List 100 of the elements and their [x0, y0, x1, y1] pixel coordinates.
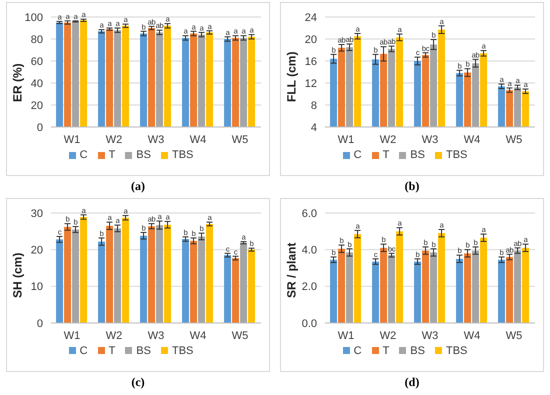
y-tick-label: 16 [304, 56, 317, 68]
y-tick-label: 4 [310, 122, 317, 134]
y-tick-label: 6.0 [302, 207, 317, 220]
bar [240, 242, 248, 322]
y-tick-label: 20 [30, 100, 43, 112]
bar [122, 217, 130, 322]
y-tick-label: 100 [24, 12, 43, 24]
bar [72, 21, 80, 127]
bar [388, 254, 396, 322]
x-tick-label: W2 [380, 329, 396, 342]
text: (d) [404, 374, 420, 390]
bar [156, 224, 164, 322]
bar [354, 234, 362, 322]
y-tick-label: 60 [30, 56, 43, 68]
x-tick-label: W2 [106, 134, 122, 146]
bar [80, 216, 88, 322]
bar [56, 238, 64, 322]
y-axis-title: SH (cm) [10, 252, 24, 298]
bar [198, 236, 206, 322]
bar [456, 258, 464, 322]
y-tick-label: 0.0 [302, 317, 317, 330]
bar [338, 248, 346, 322]
bar [480, 237, 488, 322]
x-tick-label: W4 [190, 134, 206, 146]
bar [372, 261, 380, 322]
x-tick-label: W4 [464, 134, 480, 146]
bar [506, 256, 514, 322]
x-tick-label: W4 [190, 329, 206, 342]
y-tick-label: 80 [30, 34, 43, 46]
x-tick-label: W5 [506, 329, 522, 342]
x-tick-label: W1 [64, 329, 80, 342]
y-tick-label: 0 [36, 122, 43, 134]
bar [164, 224, 172, 322]
legend-label: TBS [446, 344, 468, 356]
bar [240, 38, 248, 127]
y-axis-title: SR / plant [284, 242, 298, 298]
bar [438, 232, 446, 322]
bar [472, 250, 480, 322]
bar [64, 22, 72, 127]
y-tick-label: 20 [30, 244, 43, 256]
bar [232, 258, 240, 322]
legend-label: T [108, 344, 116, 356]
bar [514, 250, 522, 322]
x-tick-label: W1 [64, 134, 80, 146]
x-tick-label: W1 [338, 329, 354, 342]
y-tick-label: 10 [30, 280, 43, 293]
text: (c) [131, 374, 145, 390]
bar [182, 238, 190, 322]
legend-label: BS [410, 344, 425, 356]
bar [414, 261, 422, 322]
y-tick-label: 8 [310, 100, 317, 112]
legend-label: T [382, 344, 390, 356]
y-tick-label: 40 [30, 78, 43, 90]
bar [80, 20, 88, 127]
x-tick-label: W5 [232, 134, 248, 146]
bar [346, 252, 354, 322]
bar [114, 30, 122, 127]
x-tick-label: W4 [464, 329, 480, 342]
bar [164, 26, 172, 127]
legend-label: C [354, 149, 362, 161]
bar [330, 259, 338, 322]
bar [396, 230, 404, 322]
bar [206, 32, 214, 127]
y-axis-title: ER (%) [10, 63, 24, 102]
legend-label: C [80, 149, 88, 161]
bar [106, 225, 114, 322]
legend-label: BS [136, 344, 151, 356]
bar [198, 34, 206, 127]
text: (a) [131, 179, 145, 194]
y-tick-label: 4.0 [302, 244, 317, 256]
bar [182, 38, 190, 127]
legend-label: T [382, 149, 390, 161]
bar [224, 39, 232, 127]
bar [224, 254, 232, 322]
bar [98, 241, 106, 322]
bar [190, 240, 198, 322]
legend-label: TBS [172, 344, 194, 356]
x-tick-label: W3 [422, 329, 438, 342]
legend-label: C [80, 344, 88, 356]
bar [206, 224, 214, 322]
bar [98, 31, 106, 127]
x-tick-label: W1 [338, 134, 354, 146]
bar [56, 22, 64, 127]
bar [248, 36, 256, 127]
bar [156, 32, 164, 127]
bar [380, 247, 388, 322]
bar [422, 250, 430, 322]
x-tick-label: W3 [148, 134, 164, 146]
bar [122, 26, 130, 127]
x-tick-label: W5 [232, 329, 248, 342]
bar [522, 247, 530, 322]
bar [148, 226, 156, 322]
legend-label: C [354, 344, 362, 356]
y-tick-label: 20 [304, 34, 317, 46]
y-tick-label: 24 [304, 12, 317, 24]
legend-label: BS [410, 149, 425, 161]
x-tick-label: W3 [422, 134, 438, 146]
legend-label: TBS [446, 149, 468, 161]
legend-label: T [108, 149, 116, 161]
bar [464, 252, 472, 322]
